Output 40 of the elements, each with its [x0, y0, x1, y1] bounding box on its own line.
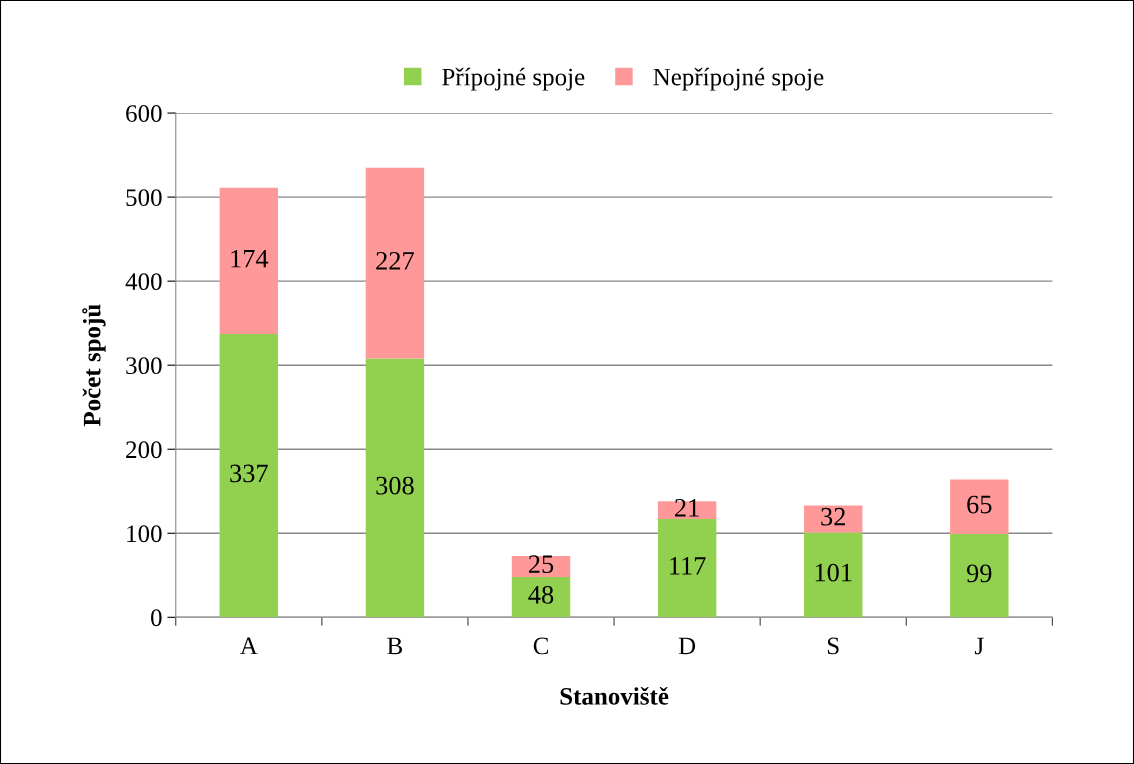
bar: [511, 555, 571, 577]
bar: [950, 534, 1009, 618]
data-label: 227: [376, 251, 414, 270]
y-tick-label: 100: [127, 525, 162, 543]
data-label: 337: [230, 464, 268, 483]
bar: [365, 358, 425, 618]
x-tick-label: D: [678, 637, 696, 655]
y-tick-label: 200: [126, 441, 162, 459]
bar: [803, 532, 863, 618]
x-tick-label: A: [240, 637, 258, 655]
data-label: 117: [670, 557, 706, 575]
x-tick-label: J: [974, 637, 984, 655]
data-label: 308: [376, 476, 414, 495]
x-tick-label: C: [533, 637, 548, 655]
bar: [657, 501, 717, 519]
x-tick-label: B: [387, 637, 403, 655]
bar: [219, 334, 279, 618]
data-label: 21: [675, 499, 699, 517]
data-label: 65: [967, 495, 992, 514]
y-tick-label: 500: [126, 189, 162, 207]
bar: [950, 479, 1009, 535]
legend-label: Nepřípojné spoje: [653, 67, 824, 91]
y-tick-label: 300: [126, 357, 162, 375]
x-tick-label: S: [827, 637, 839, 655]
y-tick-label: 0: [151, 609, 162, 627]
data-label: 99: [966, 564, 992, 583]
y-tick-label: 400: [125, 273, 162, 291]
data-label: 25: [528, 555, 554, 574]
bar: [657, 518, 717, 618]
x-axis-title: Stanoviště: [560, 686, 669, 705]
bar: [511, 576, 571, 618]
bar: [365, 167, 425, 359]
data-label: 174: [231, 249, 269, 268]
y-axis-title: Počet spojů: [82, 304, 106, 427]
data-label: 101: [815, 563, 852, 582]
y-tick-label: 600: [126, 105, 162, 122]
legend-label: Přípojné spoje: [442, 67, 585, 91]
bar: [219, 187, 279, 335]
data-label: 48: [528, 585, 554, 604]
data-label: 32: [821, 507, 845, 526]
